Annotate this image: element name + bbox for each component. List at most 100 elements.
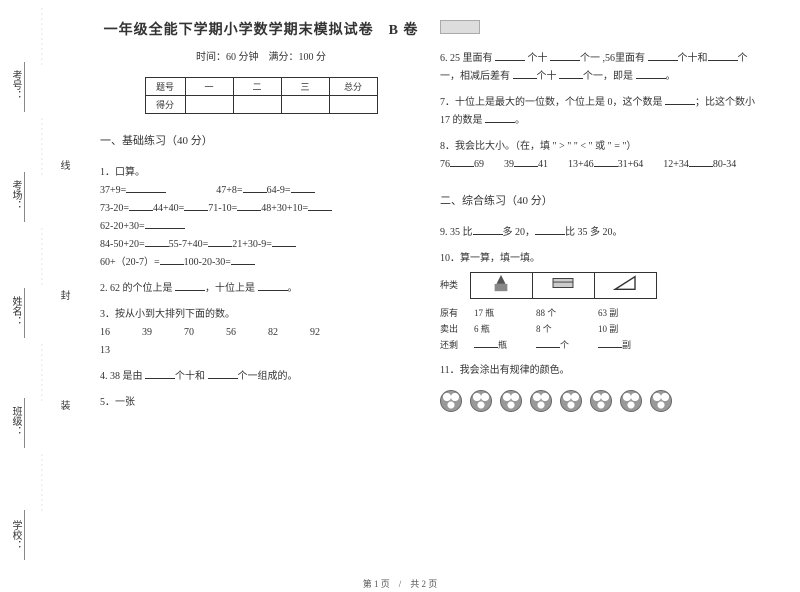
blank (513, 69, 537, 79)
gutter-label: 学校： (8, 520, 23, 550)
blank (648, 51, 678, 61)
val: 个 (530, 337, 592, 353)
gutter-line (24, 62, 25, 112)
dot-line: ············ (38, 344, 44, 404)
text: 6. 25 里面有 (440, 53, 495, 64)
num: 76 (440, 159, 450, 170)
soccer-ball-icon (560, 390, 582, 412)
text: 个十 (537, 71, 560, 82)
cell (185, 96, 233, 114)
blank (636, 69, 666, 79)
val: 瓶 (468, 337, 530, 353)
question-10: 10．算一算，填一填。 种类 原有17 瓶88 个63 副 卖出6 瓶8 个10… (440, 250, 762, 354)
gutter-inner-label: 装 (56, 400, 71, 410)
table-row: 得分 (145, 96, 377, 114)
blank (272, 237, 296, 247)
expr: 71-10= (208, 203, 237, 214)
items-row: 还剩瓶个 副 (440, 337, 762, 353)
blank (129, 201, 153, 211)
blank (665, 95, 695, 105)
cell: 二 (233, 78, 281, 96)
question-6: 6. 25 里面有 个十 个一 ,56里面有 个十和个一，相减后差有 个十 个一… (440, 50, 762, 86)
text: 7．十位上是最大的一位数，个位上是 0，这个数是 (440, 97, 665, 108)
text: 9. 35 比 (440, 227, 473, 238)
cell: 得分 (145, 96, 185, 114)
question-3: 3．按从小到大排列下面的数。 163970568292 13 (100, 306, 422, 360)
blank (550, 51, 580, 61)
soccer-ball-icon (590, 390, 612, 412)
blank (291, 183, 315, 193)
gutter-line (24, 172, 25, 222)
expr: 48+30+10= (261, 203, 308, 214)
blank (450, 157, 474, 167)
text: 比 35 多 20。 (565, 227, 623, 238)
num: 39 (142, 324, 184, 342)
blank (495, 51, 525, 61)
gutter-label: 考场： (8, 180, 23, 210)
blank (237, 201, 261, 211)
blank (145, 369, 175, 379)
num: 92 (310, 324, 352, 342)
cell: 三 (281, 78, 329, 96)
soccer-ball-icon (530, 390, 552, 412)
blank (594, 157, 618, 167)
exam-title: 一年级全能下学期小学数学期末模拟试卷 B 卷 (100, 18, 422, 43)
cell (281, 96, 329, 114)
val: 8 个 (530, 321, 592, 337)
calc-line: 60+（20-7）=100-20-30= (100, 254, 422, 272)
text: 个十和 (175, 371, 208, 382)
table-row: 种类 (440, 272, 656, 298)
blank (243, 183, 267, 193)
right-column: 6. 25 里面有 个十 个一 ,56里面有 个十和个一，相减后差有 个十 个一… (440, 18, 780, 573)
items-row: 原有17 瓶88 个63 副 (440, 305, 762, 321)
calc-line: 62-20+30= (100, 218, 422, 236)
page-footer: 第 1 页 / 共 2 页 (0, 577, 800, 590)
num: 13+46 (568, 159, 594, 170)
text: 。 (515, 115, 525, 126)
text: 个一，即是 (583, 71, 636, 82)
blank (559, 69, 583, 79)
soccer-ball-icon (500, 390, 522, 412)
unit: 副 (622, 340, 631, 350)
gutter-inner-label: 线 (56, 160, 71, 170)
binding-gutter: ············ 考号： ············ 线 考场： ····… (0, 0, 90, 592)
gutter-label: 姓名： (8, 296, 23, 326)
dot-line: ············ (38, 118, 44, 178)
text: ，十位上是 (205, 283, 258, 294)
expr: 64-9= (267, 185, 291, 196)
gutter-label: 考号： (8, 70, 23, 100)
soccer-ball-icon (440, 390, 462, 412)
label: 还剩 (440, 337, 468, 353)
blank (598, 338, 622, 348)
items-table: 种类 (440, 272, 657, 299)
dot-line: ············ (38, 454, 44, 514)
blank (231, 255, 255, 265)
blank (184, 201, 208, 211)
soccer-ball-icon (470, 390, 492, 412)
cell (329, 96, 377, 114)
question-7: 7．十位上是最大的一位数，个位上是 0，这个数是 ；比这个数小 17 的数是 。 (440, 94, 762, 130)
question-2: 2. 62 的个位上是 ，十位上是 。 (100, 280, 422, 298)
compare-line: 7669 3941 13+4631+64 12+3480-34 (440, 156, 762, 174)
num: 80-34 (713, 159, 736, 170)
expr: 47+8= (216, 185, 242, 196)
expr: 100-20-30= (184, 257, 231, 268)
val: 63 副 (592, 305, 654, 321)
question-8: 8．我会比大小。（在，填 " > " " < " 或 " = "） 7669 3… (440, 138, 762, 174)
question-5: 5．一张 (100, 394, 422, 412)
cell: 总分 (329, 78, 377, 96)
num: 31+64 (618, 159, 644, 170)
calc-line: 84-50+20=55-7+40=21+30-9= (100, 236, 422, 254)
section-title: 二、综合练习（40 分） (440, 192, 762, 212)
blank (208, 369, 238, 379)
val: 10 副 (592, 321, 654, 337)
blank (160, 255, 184, 265)
blank (708, 51, 738, 61)
expr: 21+30-9= (232, 239, 272, 250)
num: 82 (268, 324, 310, 342)
gutter-line (24, 510, 25, 560)
soccer-ball-icon (650, 390, 672, 412)
blank (175, 281, 205, 291)
blank (535, 225, 565, 235)
expr: 73-20= (100, 203, 129, 214)
